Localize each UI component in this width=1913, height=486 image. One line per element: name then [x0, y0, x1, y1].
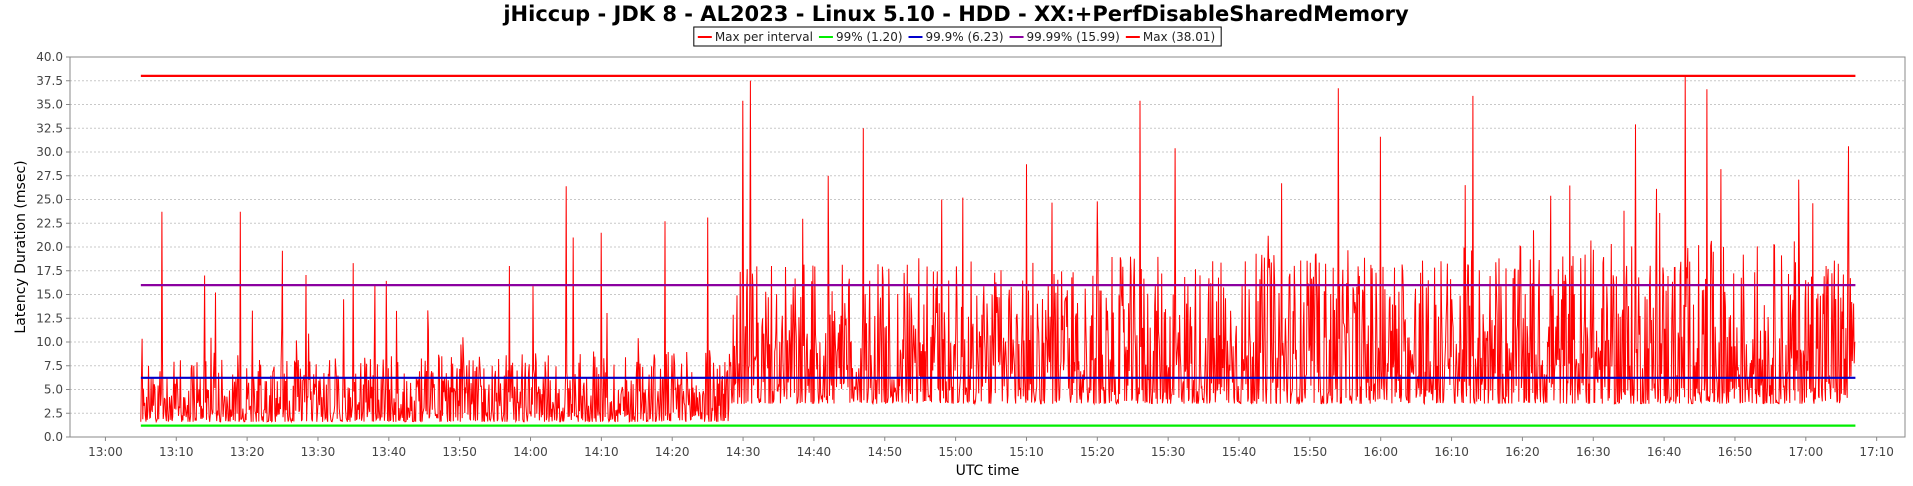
y-tick-label: 2.5: [44, 406, 63, 420]
y-tick-label: 20.0: [36, 240, 63, 254]
legend-label: 99.9% (6.23): [926, 30, 1004, 44]
x-tick-label: 14:40: [797, 445, 832, 459]
legend-item: Max (38.01): [1125, 30, 1215, 44]
x-tick-label: 14:10: [584, 445, 619, 459]
x-tick-label: 17:10: [1859, 445, 1894, 459]
x-tick-label: 14:00: [513, 445, 548, 459]
legend-box: [693, 26, 1222, 47]
x-tick-label: 13:40: [372, 445, 407, 459]
legend-label: 99% (1.20): [836, 30, 903, 44]
y-tick-label: 15.0: [36, 288, 63, 302]
x-tick-label: 15:20: [1080, 445, 1115, 459]
y-tick-label: 40.0: [36, 50, 63, 64]
legend-label: Max (38.01): [1143, 30, 1215, 44]
chart-title: jHiccup - JDK 8 - AL2023 - Linux 5.10 - …: [502, 2, 1409, 26]
x-tick-label: 14:50: [867, 445, 902, 459]
x-tick-label: 17:00: [1789, 445, 1824, 459]
y-tick-label: 35.0: [36, 98, 63, 112]
x-tick-label: 15:40: [1222, 445, 1257, 459]
x-axis: 13:00 13:10 13:20 13:30 13:40 13:50 14:00 14:10…: [70, 436, 1905, 459]
legend-item: 99.9% (6.23): [908, 30, 1004, 44]
x-tick-label: 16:30: [1576, 445, 1611, 459]
grid: [70, 80, 1905, 414]
x-tick-label: 16:50: [1718, 445, 1753, 459]
y-tick-label: 5.0: [44, 383, 63, 397]
y-tick-label: 0.0: [44, 430, 63, 444]
y-tick-label: 10.0: [36, 335, 63, 349]
legend-label: Max per interval: [715, 30, 813, 44]
y-axis: 0.0 2.5 5.0 7.5 10.0 12.5 15.0 17.5 20.0 22.5 25.0…: [36, 50, 71, 444]
legend-label: 99.99% (15.99): [1027, 30, 1120, 44]
series-max-per-interval-line: [140, 75, 1856, 424]
y-tick-label: 22.5: [36, 216, 63, 230]
y-tick-label: 17.5: [36, 264, 63, 278]
series-layer: [140, 74, 1856, 427]
y-axis-label: Latency Duration (msec): [13, 160, 29, 333]
x-tick-label: 16:20: [1505, 445, 1540, 459]
x-tick-label: 15:50: [1293, 445, 1328, 459]
x-tick-label: 13:30: [301, 445, 336, 459]
x-tick-label: 16:00: [1363, 445, 1398, 459]
y-tick-label: 7.5: [44, 359, 63, 373]
y-tick-label: 30.0: [36, 145, 63, 159]
y-tick-label: 27.5: [36, 169, 63, 183]
legend: Max per interval 99% (1.20) 99.9% (6.23) 99…: [693, 26, 1222, 47]
legend-item: 99.99% (15.99): [1009, 30, 1120, 44]
legend-item: 99% (1.20): [818, 30, 903, 44]
y-tick-label: 37.5: [36, 74, 63, 88]
x-tick-label: 13:20: [230, 445, 265, 459]
y-tick-label: 12.5: [36, 311, 63, 325]
y-tick-label: 25.0: [36, 193, 63, 207]
x-tick-label: 14:30: [726, 445, 761, 459]
x-tick-label: 13:50: [442, 445, 477, 459]
x-tick-label: 13:00: [88, 445, 123, 459]
x-tick-label: 15:30: [1151, 445, 1186, 459]
x-tick-label: 16:10: [1434, 445, 1469, 459]
x-tick-label: 13:10: [159, 445, 194, 459]
x-tick-label: 15:00: [938, 445, 973, 459]
legend-item: Max per interval: [697, 30, 813, 44]
y-tick-label: 32.5: [36, 121, 63, 135]
x-tick-label: 14:20: [655, 445, 690, 459]
x-tick-label: 15:10: [1009, 445, 1044, 459]
x-axis-label: UTC time: [956, 463, 1020, 479]
x-tick-label: 16:40: [1647, 445, 1682, 459]
